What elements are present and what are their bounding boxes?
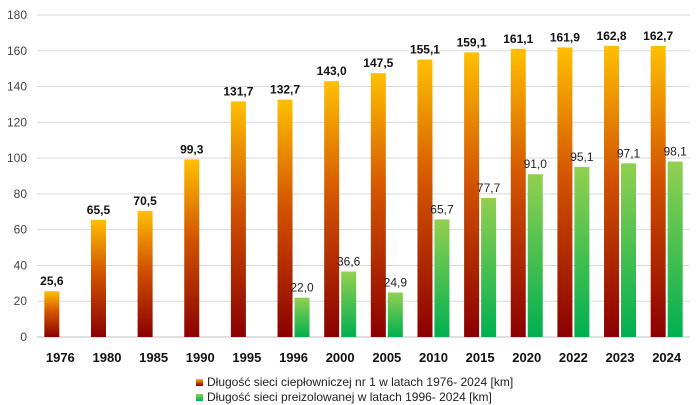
x-tick-label: 2000 (326, 350, 355, 365)
y-tick-label: 140 (7, 80, 27, 94)
bar-series-2 (341, 271, 357, 337)
data-label-series-1: 65,5 (87, 203, 111, 217)
data-label-series-2: 98,1 (663, 145, 687, 159)
data-label-series-1: 99,3 (180, 142, 204, 156)
data-label-series-2: 91,0 (524, 157, 548, 171)
x-tick-label: 1996 (279, 350, 308, 365)
bar-series-1 (277, 99, 293, 337)
bar-series-1 (137, 210, 153, 337)
legend: Długość sieci ciepłowniczej nr 1 w latac… (196, 375, 513, 404)
data-label-series-2: 95,1 (570, 150, 594, 164)
data-label-series-1: 143,0 (317, 64, 347, 78)
y-tick-label: 60 (14, 223, 28, 237)
x-tick-label: 1995 (232, 350, 261, 365)
x-axis-ticks: 1976 1980 1985 1990 1995 1996 2000 2005 2010 2015… (46, 350, 682, 365)
bar-series-1 (604, 45, 620, 337)
data-label-series-2: 77,7 (477, 181, 501, 195)
data-label-series-1: 132,7 (270, 83, 300, 97)
legend-label-series-2: Długość sieci preizolowanej w latach 199… (207, 390, 492, 404)
bar-series-1 (557, 47, 573, 338)
data-label-series-1: 161,9 (550, 30, 580, 44)
data-label-series-2: 97,1 (617, 146, 641, 160)
bar-series-1 (90, 219, 106, 337)
bar-series-1 (417, 59, 433, 337)
data-label-series-2: 36,6 (337, 255, 361, 269)
x-tick-label: 2022 (559, 350, 588, 365)
bars (44, 45, 683, 338)
y-tick-label: 80 (14, 187, 28, 201)
x-tick-label: 2015 (466, 350, 495, 365)
y-tick-label: 180 (7, 8, 27, 22)
bar-series-1 (44, 291, 60, 337)
data-label-series-2: 65,7 (430, 202, 454, 216)
data-labels: 25,6 65,5 70,5 99,3 131,7 132,7 22,0 143,0 36,6 1… (40, 29, 687, 295)
x-tick-label: 1985 (139, 350, 168, 365)
y-tick-label: 100 (7, 151, 27, 165)
y-tick-label: 120 (7, 115, 27, 129)
x-tick-label: 2020 (512, 350, 541, 365)
bar-series-2 (481, 198, 497, 337)
x-tick-label: 1990 (186, 350, 215, 365)
bar-series-2 (527, 174, 543, 337)
data-label-series-1: 162,7 (643, 29, 673, 43)
bar-series-1 (184, 159, 200, 337)
x-tick-label: 1976 (46, 350, 75, 365)
bar-series-2 (294, 297, 310, 337)
x-tick-label: 2023 (606, 350, 635, 365)
data-label-series-1: 162,8 (597, 29, 627, 43)
data-label-series-1: 155,1 (410, 43, 440, 57)
legend-label-series-1: Długość sieci ciepłowniczej nr 1 w latac… (207, 375, 513, 389)
bar-series-2 (434, 219, 450, 337)
bar-series-1 (650, 45, 666, 337)
bar-series-2 (574, 166, 590, 337)
y-tick-label: 20 (14, 294, 28, 308)
data-label-series-1: 159,1 (457, 35, 487, 49)
x-tick-label: 2010 (419, 350, 448, 365)
data-label-series-2: 22,0 (290, 281, 314, 295)
bar-series-1 (464, 52, 480, 337)
bar-series-2 (621, 163, 637, 337)
data-label-series-1: 161,1 (503, 32, 533, 46)
data-label-series-1: 25,6 (40, 274, 64, 288)
x-tick-label: 1980 (93, 350, 122, 365)
y-tick-label: 0 (20, 330, 27, 344)
bar-series-2 (387, 292, 403, 337)
y-tick-label: 160 (7, 44, 27, 58)
bar-series-1 (324, 81, 340, 337)
legend-swatch-series-2 (196, 394, 203, 401)
bar-series-2 (667, 161, 683, 337)
bar-series-1 (230, 101, 246, 337)
x-tick-label: 2024 (652, 350, 682, 365)
data-label-series-2: 24,9 (384, 275, 408, 289)
x-tick-label: 2005 (372, 350, 401, 365)
y-axis-ticks: 0 20 40 60 80 100 120 140 160 180 (7, 8, 27, 344)
data-label-series-1: 131,7 (223, 84, 253, 98)
bar-series-1 (510, 48, 526, 338)
data-label-series-1: 147,5 (363, 56, 393, 70)
y-tick-label: 40 (14, 258, 28, 272)
legend-swatch-series-1 (196, 379, 203, 386)
data-label-series-1: 70,5 (133, 194, 157, 208)
bar-series-1 (370, 73, 386, 337)
